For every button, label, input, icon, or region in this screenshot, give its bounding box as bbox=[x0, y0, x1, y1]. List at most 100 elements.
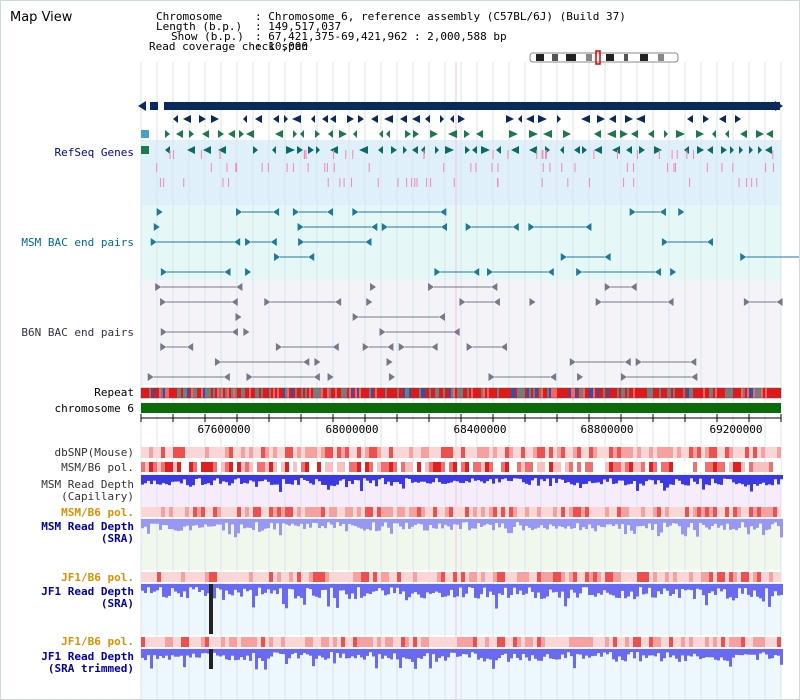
jf1-depth-sra-bar bbox=[723, 584, 726, 590]
jf1-pol2-cell bbox=[749, 637, 753, 647]
jf1-depth-sra-bar bbox=[435, 584, 438, 592]
msm-pol2-cell bbox=[625, 507, 629, 517]
repeat-segment bbox=[245, 388, 247, 398]
jf1-pol2-cell bbox=[613, 637, 617, 647]
msm-depth-cap-bar bbox=[225, 475, 228, 483]
msm-depth-sra-bar bbox=[606, 519, 609, 525]
msm-pol-cell bbox=[637, 462, 641, 472]
jf1-depth-sra-bar bbox=[141, 584, 144, 591]
jf1-depth-sra-bar bbox=[330, 584, 333, 588]
msm-pol-cell bbox=[249, 462, 253, 472]
track-label-refseq[interactable]: RefSeq Genes bbox=[54, 146, 134, 159]
msm-pol2-cell bbox=[581, 507, 585, 517]
jf1-depth-trim-bar bbox=[501, 649, 504, 656]
track-label-msm-b6-pol-2[interactable]: MSM/B6 pol. bbox=[61, 506, 134, 519]
jf1-pol2-cell bbox=[205, 637, 209, 647]
msm-pol-cell bbox=[513, 462, 517, 472]
msm-depth-sra-bar bbox=[690, 519, 693, 524]
jf1-depth-trim-bar bbox=[414, 649, 417, 669]
gene-arrow bbox=[609, 115, 616, 123]
jf1-pol2-cell bbox=[273, 637, 277, 647]
jf1-pol2-cell bbox=[709, 637, 713, 647]
msm-bac-end bbox=[236, 208, 243, 216]
msm-depth-cap-bar bbox=[510, 475, 513, 482]
jf1-depth-sra-bar bbox=[597, 584, 600, 594]
repeat-segment bbox=[315, 388, 317, 398]
gene-arrow bbox=[358, 115, 364, 123]
msm-bac-end bbox=[486, 268, 493, 276]
track-label-b6n-bac[interactable]: B6N BAC end pairs bbox=[21, 326, 134, 339]
jf1-pol2-cell bbox=[501, 637, 505, 647]
jf1-pol2-cell bbox=[161, 637, 165, 647]
msm-depth-cap-bar bbox=[411, 475, 414, 483]
msm-depth-sra-bar bbox=[597, 519, 600, 526]
jf1-depth-sra-bar bbox=[291, 584, 294, 590]
repeat-segment bbox=[497, 388, 499, 398]
msm-depth-cap-bar bbox=[207, 475, 210, 484]
track-label-msm-bac[interactable]: MSM BAC end pairs bbox=[21, 236, 134, 249]
msm-depth-cap-bar bbox=[399, 475, 402, 485]
repeat-segment bbox=[331, 388, 333, 398]
msm-pol-cell bbox=[533, 462, 537, 472]
msm-pol-cell bbox=[453, 462, 457, 472]
msm-pol2-cell bbox=[417, 507, 421, 517]
jf1-pol-cell bbox=[621, 572, 625, 582]
jf1-depth-trim-bar bbox=[270, 649, 273, 657]
repeat-segment bbox=[141, 388, 143, 398]
jf1-pol-cell bbox=[777, 572, 781, 582]
repeat-segment bbox=[549, 388, 551, 398]
jf1-pol2-cell bbox=[737, 637, 741, 647]
msm-depth-sra-bar bbox=[420, 519, 423, 525]
jf1-depth-trim-bar bbox=[144, 649, 147, 661]
jf1-depth-sra-bar bbox=[567, 584, 570, 599]
dbsnp-cell bbox=[377, 447, 381, 458]
jf1-depth-sra-bar bbox=[603, 584, 606, 591]
msm-depth-cap-bar bbox=[342, 475, 345, 480]
gene-arrow bbox=[300, 130, 304, 138]
gene-arrow bbox=[506, 115, 514, 123]
jf1-depth-sra-bar bbox=[213, 584, 216, 599]
chromosome-label: Chromosome bbox=[156, 10, 223, 23]
jf1-pol-cell bbox=[149, 572, 153, 582]
dbsnp-cell bbox=[297, 447, 301, 458]
jf1-pol2-cell bbox=[169, 637, 173, 647]
msm-depth-cap-bar bbox=[453, 475, 456, 481]
track-label-jf1-b6-pol-1[interactable]: JF1/B6 pol. bbox=[61, 571, 134, 584]
jf1-depth-sra-bar bbox=[495, 584, 498, 609]
repeat-segment bbox=[477, 388, 479, 398]
msm-pol2-cell bbox=[613, 507, 617, 517]
msm-depth-sra-bar bbox=[249, 519, 252, 528]
track-label-jf1-depth-sra[interactable]: JF1 Read Depth bbox=[41, 585, 134, 598]
jf1-pol2-cell bbox=[633, 637, 637, 647]
track-label-jf1-b6-pol-2[interactable]: JF1/B6 pol. bbox=[61, 635, 134, 648]
repeat-segment bbox=[197, 388, 199, 398]
jf1-depth-trim-bar bbox=[486, 649, 489, 659]
track-label-msm-depth-cap[interactable]: MSM Read Depth bbox=[41, 478, 134, 491]
jf1-depth-sra-bar bbox=[735, 584, 738, 599]
msm-depth-sra-bar bbox=[222, 519, 225, 531]
msm-pol-cell bbox=[677, 462, 681, 472]
repeat-segment bbox=[737, 388, 739, 398]
track-label-repeat[interactable]: Repeat bbox=[94, 386, 134, 399]
track-label-msm-depth-sra[interactable]: MSM Read Depth bbox=[41, 520, 134, 533]
msm-depth-cap-bar bbox=[540, 475, 543, 480]
dbsnp-cell bbox=[185, 447, 189, 458]
track-label-jf1-depth-trim[interactable]: JF1 Read Depth bbox=[41, 650, 134, 663]
track-label-msm-b6-pol-1[interactable]: MSM/B6 pol. bbox=[61, 461, 134, 474]
jf1-depth-sra-bar bbox=[195, 584, 198, 588]
jf1-pol2-cell bbox=[777, 637, 781, 647]
dbsnp-cell bbox=[165, 447, 169, 458]
jf1-depth-sra-bar bbox=[630, 584, 633, 592]
jf1-pol2-cell bbox=[397, 637, 401, 647]
jf1-depth-sra-bar bbox=[570, 584, 573, 590]
jf1-depth-sra-bar bbox=[579, 584, 582, 594]
dbsnp-cell bbox=[741, 447, 745, 458]
jf1-depth-trim-bar bbox=[186, 649, 189, 656]
gene-arrow bbox=[529, 130, 538, 138]
jf1-pol2-cell bbox=[485, 637, 489, 647]
gene-arrow bbox=[328, 130, 333, 138]
track-label-dbsnp[interactable]: dbSNP(Mouse) bbox=[54, 446, 134, 459]
msm-pol2-cell bbox=[493, 507, 497, 517]
msm-pol2-cell bbox=[253, 507, 257, 517]
